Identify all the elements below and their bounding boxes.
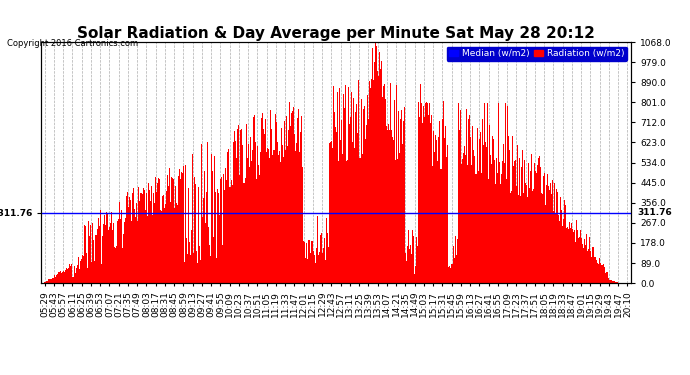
Legend: Median (w/m2), Radiation (w/m2): Median (w/m2), Radiation (w/m2) bbox=[446, 46, 627, 61]
Title: Solar Radiation & Day Average per Minute Sat May 28 20:12: Solar Radiation & Day Average per Minute… bbox=[77, 26, 595, 41]
Text: Copyright 2016 Cartronics.com: Copyright 2016 Cartronics.com bbox=[7, 39, 138, 48]
Text: 311.76: 311.76 bbox=[637, 208, 671, 217]
